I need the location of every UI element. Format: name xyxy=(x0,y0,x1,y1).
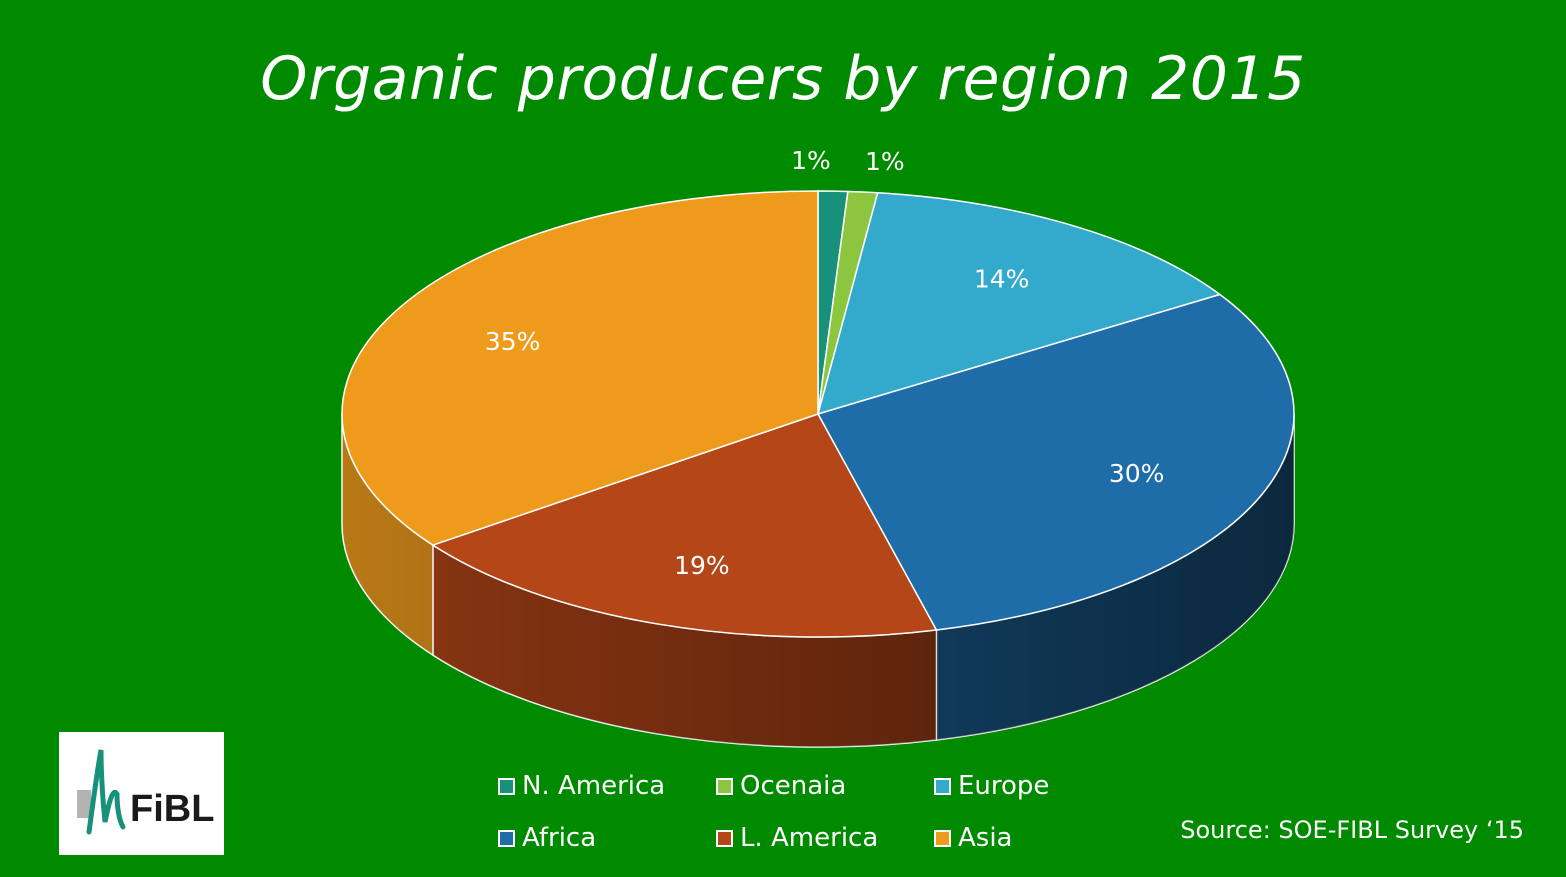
legend-label: Europe xyxy=(958,771,1050,801)
chart-title: Organic producers by region 2015 xyxy=(260,44,1306,114)
pie-labels: 1% 1% 14% 30% 19% 35% xyxy=(485,146,1165,580)
pie-label-africa: 30% xyxy=(1109,459,1165,488)
pie-label-asia: 35% xyxy=(485,327,541,356)
legend-item-africa: Africa xyxy=(498,822,716,854)
legend-swatch xyxy=(716,829,733,847)
legend-label: N. America xyxy=(522,771,666,801)
fibl-logo: FiBL xyxy=(59,732,224,855)
legend-swatch xyxy=(498,777,515,795)
pie-tops xyxy=(341,190,1295,638)
legend-item-n-america: N. America xyxy=(498,770,716,802)
legend-label: Ocenaia xyxy=(740,771,847,801)
pie-label-oceania: 1% xyxy=(865,147,905,176)
pie-slice-europe xyxy=(816,191,1222,416)
pie-slice-l-america xyxy=(431,413,938,638)
pie-label-l-america: 19% xyxy=(674,551,730,580)
pie-slice-asia xyxy=(341,190,819,546)
legend-swatch xyxy=(498,829,515,847)
legend: N. America Ocenaia Europe Africa L. Amer… xyxy=(498,770,1118,854)
legend-item-asia: Asia xyxy=(934,822,1118,854)
pie-label-europe: 14% xyxy=(974,264,1030,293)
legend-item-l-america: L. America xyxy=(716,822,934,854)
legend-swatch xyxy=(934,777,951,795)
legend-label: L. America xyxy=(740,823,879,853)
pie-sides xyxy=(341,413,1295,748)
fibl-logo-text: FiBL xyxy=(130,788,215,830)
pie-slice-africa xyxy=(816,293,1295,631)
pie-side-shade-asia xyxy=(342,414,433,656)
legend-swatch xyxy=(934,829,951,847)
legend-label: Africa xyxy=(522,823,597,853)
fibl-logo-mark-icon xyxy=(77,749,126,835)
source-note: Source: SOE-FIBL Survey ‘15 xyxy=(1180,816,1524,844)
legend-item-oceania: Ocenaia xyxy=(716,770,934,802)
legend-label: Asia xyxy=(958,823,1013,853)
legend-swatch xyxy=(716,777,733,795)
pie-side-shade-l-america xyxy=(432,545,937,747)
legend-item-europe: Europe xyxy=(934,770,1118,802)
pie-label-n-america: 1% xyxy=(791,146,831,175)
pie-side-shade-africa xyxy=(936,414,1294,740)
